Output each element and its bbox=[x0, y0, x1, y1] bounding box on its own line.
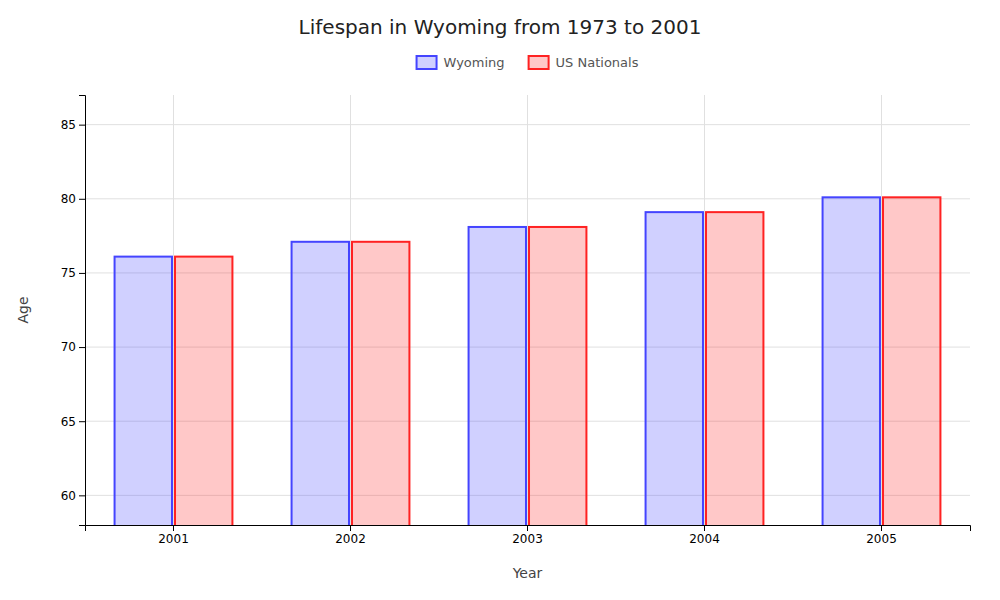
legend-item: Wyoming bbox=[417, 55, 505, 70]
tick: 70 bbox=[61, 340, 85, 354]
grid-line bbox=[350, 95, 351, 525]
y-axis: 60 65 70 75 80 85 bbox=[61, 96, 86, 526]
bar bbox=[883, 197, 940, 525]
legend-label: Wyoming bbox=[444, 55, 505, 70]
tick-mark bbox=[704, 525, 705, 531]
axis-line bbox=[79, 96, 86, 526]
legend-item: US Nationals bbox=[529, 55, 639, 70]
grid-line bbox=[527, 95, 528, 525]
axis-line bbox=[86, 526, 971, 532]
bar bbox=[352, 242, 409, 525]
tick: 65 bbox=[61, 415, 85, 429]
tick-mark bbox=[881, 525, 882, 531]
tick-mark bbox=[173, 525, 174, 531]
title: Lifespan in Wyoming from 1973 to 2001 bbox=[299, 15, 702, 39]
tick: 2003 bbox=[512, 525, 543, 546]
legend-swatch bbox=[529, 56, 549, 69]
tick: 2001 bbox=[158, 525, 189, 546]
tick-mark bbox=[79, 347, 85, 348]
tick: 75 bbox=[61, 266, 85, 280]
tick: 60 bbox=[61, 489, 85, 503]
bars bbox=[115, 197, 941, 525]
legend-swatch bbox=[417, 56, 437, 69]
tick: 2005 bbox=[866, 525, 897, 546]
tick-mark bbox=[79, 125, 85, 126]
tick-label: 2004 bbox=[689, 532, 720, 546]
tick-mark bbox=[79, 273, 85, 274]
bar bbox=[469, 227, 526, 525]
tick-label: 2002 bbox=[335, 532, 366, 546]
bar bbox=[292, 242, 349, 525]
bar bbox=[115, 257, 172, 525]
legend-label: US Nationals bbox=[556, 55, 639, 70]
bar bbox=[646, 212, 703, 525]
grid-line bbox=[704, 95, 705, 525]
tick-mark bbox=[79, 495, 85, 496]
tick: 2004 bbox=[689, 525, 720, 546]
grid-line bbox=[881, 95, 882, 525]
grid-line bbox=[173, 95, 174, 525]
tick-label: 85 bbox=[61, 118, 76, 132]
bar bbox=[529, 227, 586, 525]
x-axis: 2001 2002 2003 2004 2005 bbox=[86, 525, 971, 546]
tick-label: 2005 bbox=[866, 532, 897, 546]
tick-label: 70 bbox=[61, 340, 76, 354]
tick-mark bbox=[527, 525, 528, 531]
chart: 60 65 70 75 80 85 2001 2002 2003 2004 2005 Lifespan… bbox=[0, 0, 1000, 600]
bar bbox=[175, 257, 232, 525]
tick: 85 bbox=[61, 118, 85, 132]
tick-label: 65 bbox=[61, 415, 76, 429]
tick: 2002 bbox=[335, 525, 366, 546]
tick-mark bbox=[350, 525, 351, 531]
tick-mark bbox=[79, 199, 85, 200]
tick-label: 75 bbox=[61, 266, 76, 280]
y-axis-title: Age bbox=[15, 296, 31, 323]
tick-mark bbox=[79, 421, 85, 422]
x-axis-title: Year bbox=[512, 565, 543, 581]
tick: 80 bbox=[61, 192, 85, 206]
tick-label: 80 bbox=[61, 192, 76, 206]
bar bbox=[706, 212, 763, 525]
tick-label: 2003 bbox=[512, 532, 543, 546]
bar bbox=[823, 197, 880, 525]
legend: Wyoming US Nationals bbox=[417, 55, 639, 70]
tick-label: 2001 bbox=[158, 532, 189, 546]
tick-label: 60 bbox=[61, 489, 76, 503]
